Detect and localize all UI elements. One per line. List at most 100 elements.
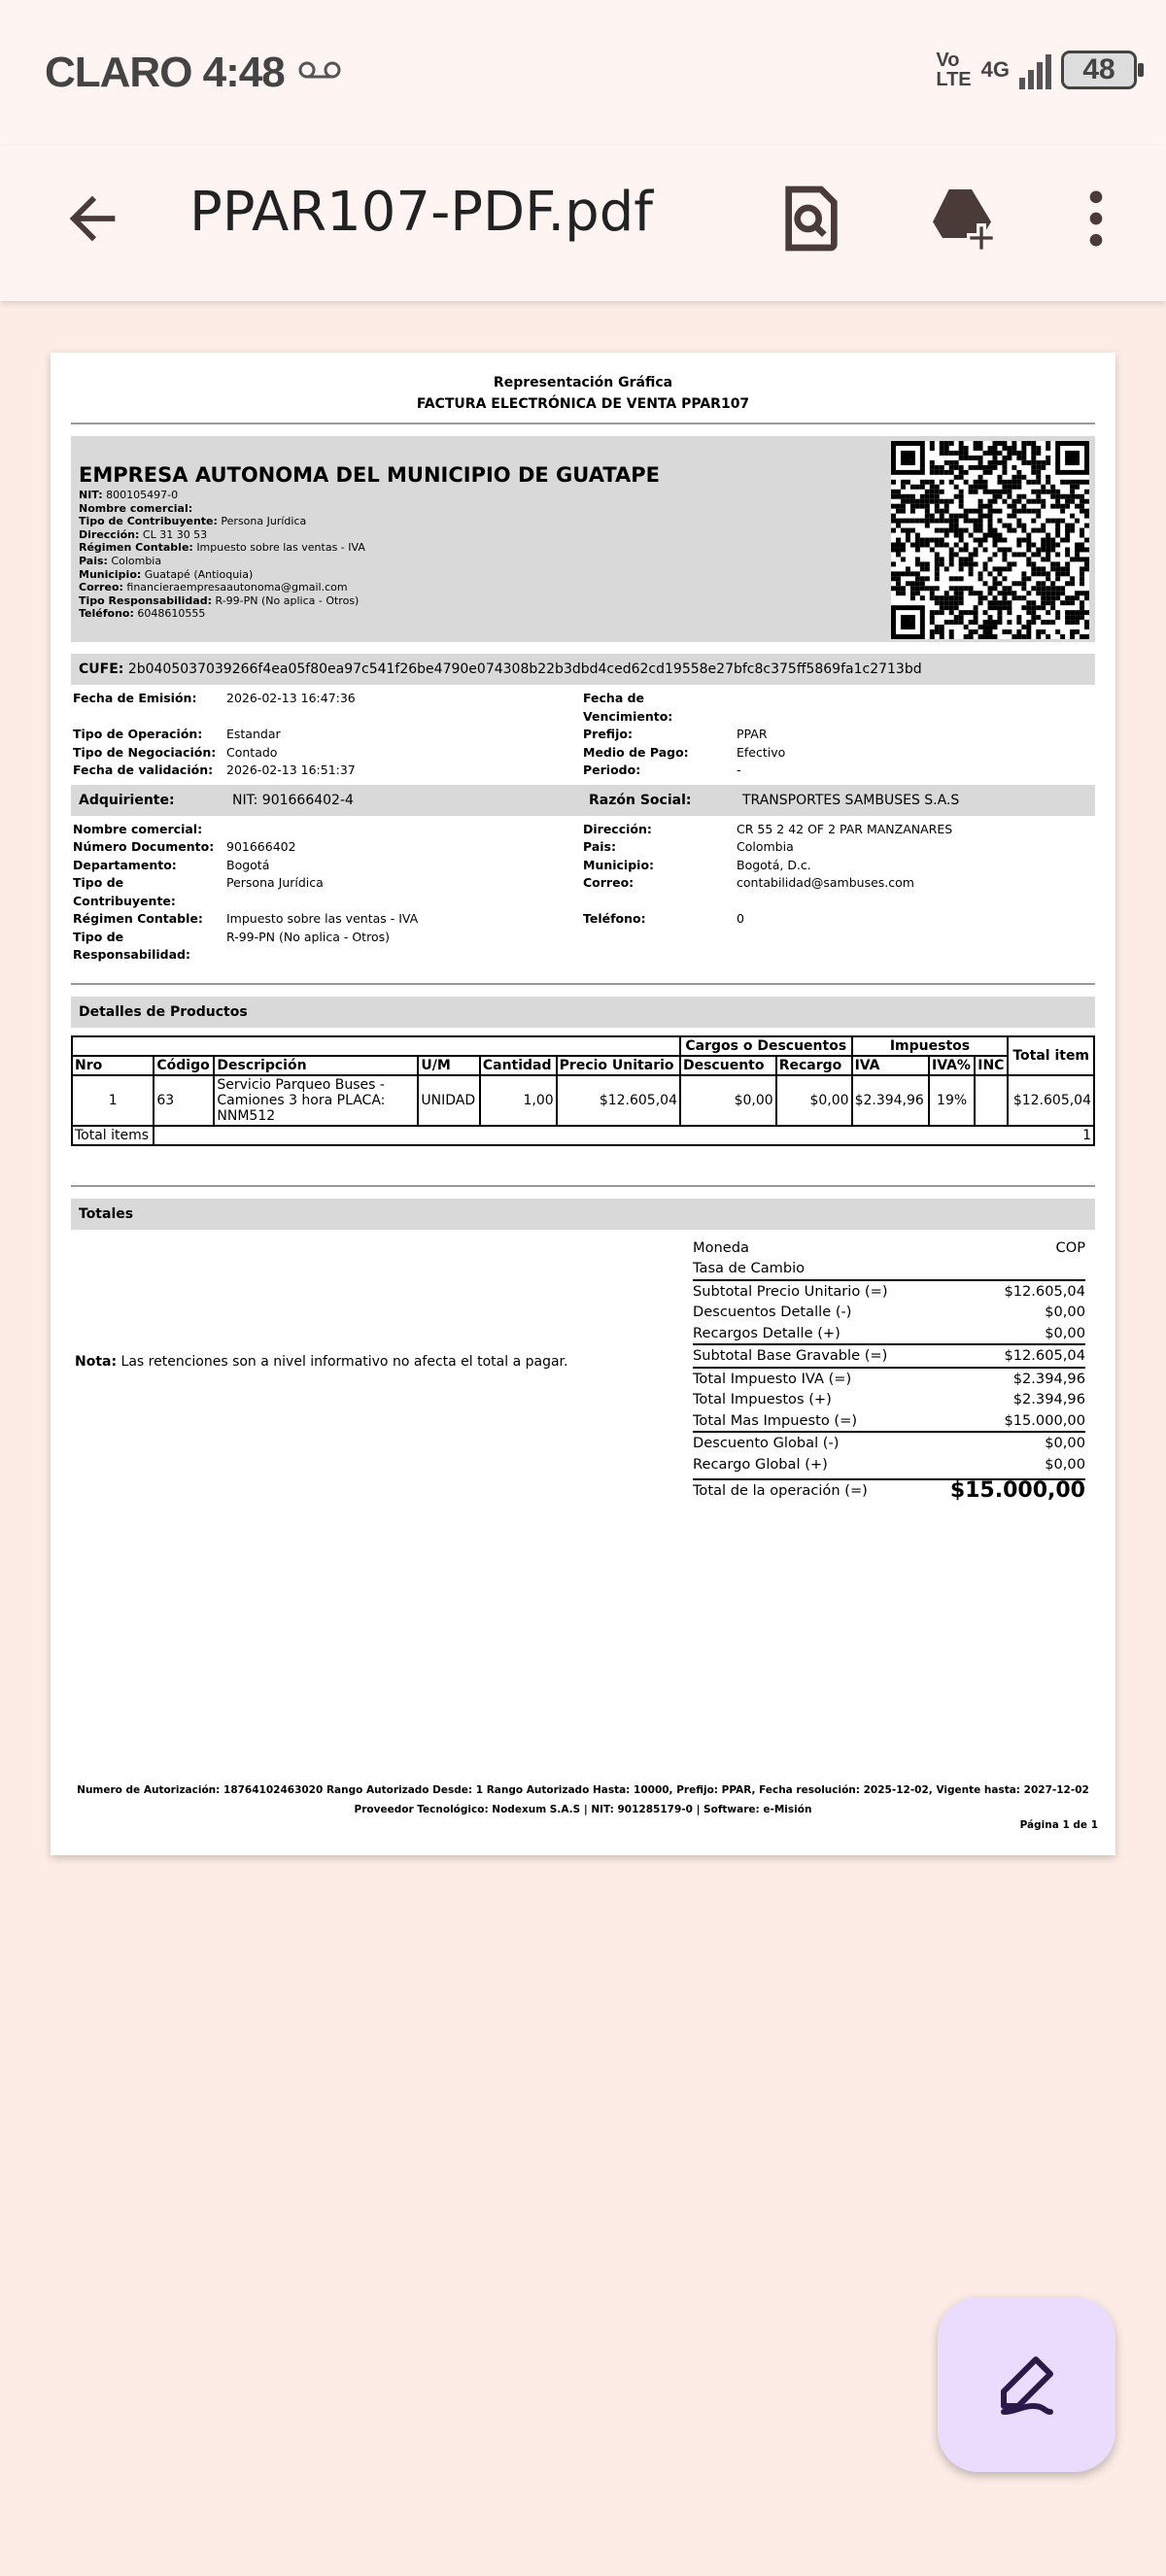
products-table: Cargos o Descuentos Impuestos Total item N… (70, 1034, 1095, 1146)
adquiriente-bar: Adquiriente: NIT: 901666402-4 Razón Social… (71, 784, 1095, 816)
note: Nota: Las retenciones son a nivel inform… (75, 1353, 568, 1370)
company-field: Municipio: Guatapé (Antioquia) (79, 568, 1087, 582)
field-label: Régimen Contable: (79, 541, 193, 555)
totals-label: Total Impuestos (+) (693, 1391, 832, 1407)
field-value: CR 55 2 42 OF 2 PAR MANZANARES (737, 821, 953, 836)
field-value: Efectivo (737, 744, 786, 760)
field-label: Periodo: (583, 763, 641, 777)
invoice-info: Fecha de Emisión: 2026-02-13 16:47:36 Fech… (71, 685, 1095, 785)
pdf-page[interactable]: Representación Gráfica FACTURA ELECTRÓNIC… (51, 353, 1115, 1855)
products-title: Detalles de Productos (71, 996, 1095, 1028)
column-header: Cantidad (478, 1054, 558, 1076)
company-field: Tipo de Contribuyente: Persona Jurídica (79, 515, 1087, 528)
totals-row: Total Mas Impuesto (=) $15.000,00 (693, 1410, 1085, 1432)
field-value: 800105497-0 (106, 489, 179, 501)
totals-value: COP (1055, 1238, 1085, 1256)
totals-row: Recargos Detalle (+) $0,00 (693, 1323, 1085, 1344)
field-value: CL 31 30 53 (142, 527, 208, 541)
table-row: 1 63 Servicio Parqueo Buses - Camiones 3 h… (70, 1073, 1095, 1127)
column-header: Código (153, 1054, 216, 1076)
totals-label: Moneda (693, 1238, 749, 1256)
field-label: Nombre comercial: (79, 501, 193, 515)
totals-value: $12.605,04 (1004, 1282, 1085, 1300)
column-header: Descripción (213, 1054, 420, 1076)
totals-value: $2.394,96 (1012, 1370, 1085, 1387)
table-cell: 1,00 (478, 1073, 558, 1127)
carrier-time: CLARO 4:48 (45, 49, 286, 96)
column-header: U/M (417, 1054, 481, 1076)
field-label: Tipo de Negociación: (73, 744, 217, 760)
totals-row: Tasa de Cambio (693, 1258, 1085, 1279)
table-cell: Servicio Parqueo Buses - Camiones 3 hora… (213, 1073, 420, 1127)
field-value: Impuesto sobre las ventas - IVA (196, 541, 365, 555)
field-label: Fecha de validación: (73, 763, 214, 777)
table-cell: 19% (927, 1073, 977, 1127)
field-value: PPAR (737, 727, 768, 741)
field-value: 0 (737, 911, 744, 926)
issuer-box: EMPRESA AUTONOMA DEL MUNICIPIO DE GUATAP… (71, 436, 1095, 642)
column-header: INC (974, 1054, 1010, 1076)
cufe-value: 2b0405037039266f4ea05f80ea97c541f26be479… (127, 661, 922, 677)
field-value (226, 821, 583, 839)
totals-row: Subtotal Precio Unitario (=) $12.605,04 (693, 1278, 1085, 1303)
document-header: Representación Gráfica FACTURA ELECTRÓNIC… (416, 375, 750, 412)
back-arrow-icon[interactable] (58, 185, 126, 253)
totals-value: $2.394,96 (1012, 1391, 1085, 1407)
totals-row: Total Impuesto IVA (=) $2.394,96 (693, 1366, 1085, 1390)
footer: Numero de Autorización: 18764102463020 R… (77, 1784, 1089, 1815)
totals-row: Subtotal Base Gravable (=) $12.605,04 (693, 1343, 1085, 1367)
field-value: Persona Jurídica (221, 515, 307, 528)
table-cell: $12.605,04 (555, 1073, 681, 1127)
app-bar: PPAR107-PDF.pdf (0, 146, 1166, 301)
totals-label: Descuento Global (-) (693, 1435, 840, 1451)
column-header: IVA% (927, 1054, 977, 1076)
status-bar: CLARO 4:48 Vo LTE 4G 48 (0, 0, 1166, 146)
battery-icon: 48 (1061, 51, 1144, 89)
totals-row: Total de la operación (=) $15.000,00 (693, 1478, 1085, 1502)
totals-label: Total Mas Impuesto (=) (693, 1411, 858, 1429)
field-label: Correo: (583, 875, 634, 890)
field-label: Nombre comercial: (73, 821, 203, 836)
table-cell: UNIDAD (417, 1073, 481, 1127)
company-field: Teléfono: 6048610555 (79, 607, 1087, 621)
totals-value: $0,00 (1045, 1304, 1085, 1320)
table-cell: $0,00 (774, 1073, 853, 1127)
company-field: Correo: financieraempresaautonoma@gmail.… (79, 581, 1087, 594)
table-cell (974, 1073, 1010, 1127)
field-value: 901666402 (226, 839, 296, 854)
totals-row: Total Impuestos (+) $2.394,96 (693, 1389, 1085, 1410)
field-value: R-99-PN (No aplica - Otros) (226, 929, 390, 944)
company-field: Dirección: CL 31 30 53 (79, 528, 1087, 542)
table-cell: $2.394,96 (850, 1073, 930, 1127)
field-value: Colombia (737, 839, 794, 854)
network-type: 4G (980, 57, 1010, 82)
divider (71, 1184, 1095, 1187)
column-header: Precio Unitario (555, 1054, 681, 1076)
totals-label: Recargo Global (+) (693, 1455, 828, 1473)
page-number: Página 1 de 1 (1019, 1819, 1098, 1831)
company-field: Pais: Colombia (79, 555, 1087, 568)
field-label: Pais: (583, 839, 616, 854)
totals-value: $0,00 (1045, 1455, 1085, 1473)
field-label (583, 929, 737, 965)
search-document-icon[interactable] (772, 180, 850, 257)
totals-label: Subtotal Precio Unitario (=) (693, 1282, 888, 1300)
totals-table: Moneda COP Tasa de Cambio Subtotal Precio U… (693, 1237, 1085, 1502)
file-title: PPAR107-PDF.pdf (189, 181, 653, 244)
field-value: Impuesto sobre las ventas - IVA (226, 911, 419, 926)
totals-label: Recargos Detalle (+) (693, 1324, 840, 1341)
field-label: Tipo de Operación: (73, 727, 203, 741)
voicemail-icon (298, 61, 341, 79)
totals-label: Subtotal Base Gravable (=) (693, 1347, 888, 1364)
company-field: Tipo Responsabilidad: R-99-PN (No aplica… (79, 594, 1087, 608)
edit-fab[interactable] (938, 2297, 1115, 2472)
add-to-drive-icon[interactable] (923, 180, 1001, 257)
field-label: Teléfono: (583, 911, 646, 926)
field-label: Número Documento: (73, 839, 215, 854)
divider (71, 423, 1095, 424)
totals-value: $0,00 (1045, 1435, 1085, 1451)
table-cell: $0,00 (678, 1073, 777, 1127)
field-label: Dirección: (79, 527, 140, 541)
field-label: Medio de Pago: (583, 744, 689, 760)
more-vert-icon[interactable] (1059, 180, 1133, 257)
